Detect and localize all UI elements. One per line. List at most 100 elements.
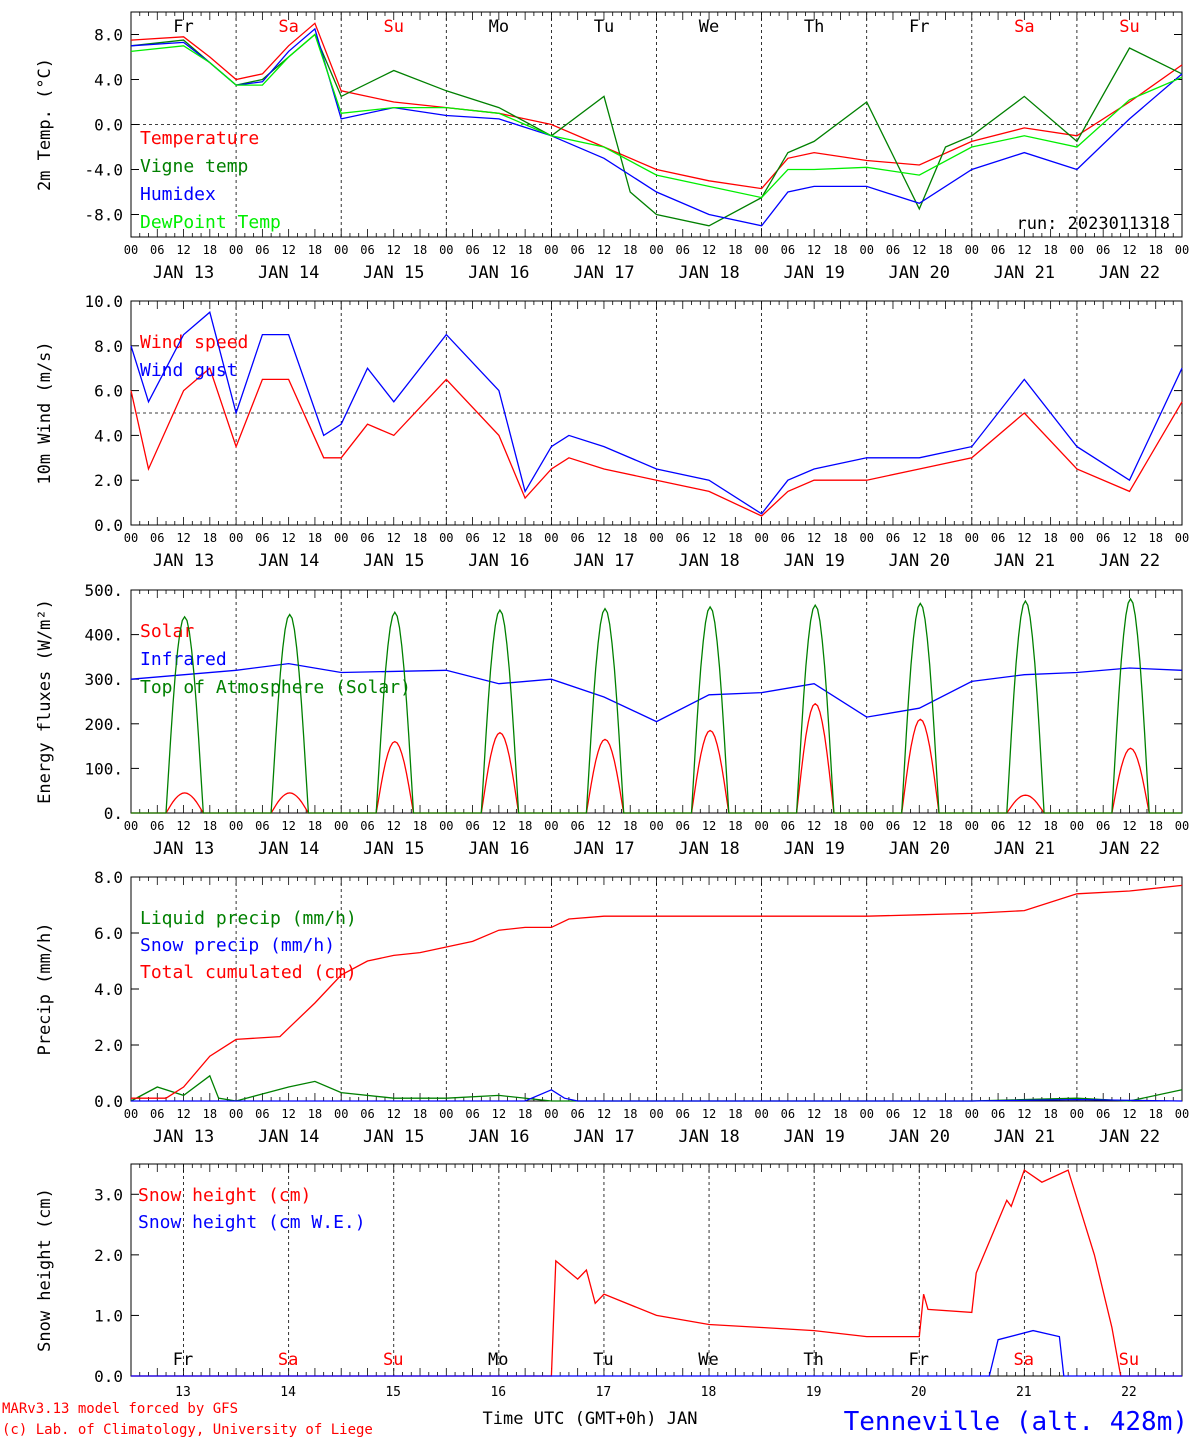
weekday-label: We bbox=[698, 1350, 718, 1370]
hour-tick-label: 00 bbox=[1070, 819, 1084, 833]
hour-tick-label: 12 bbox=[387, 1107, 401, 1121]
weekday-label: Th bbox=[803, 1350, 823, 1370]
hour-tick-label: 18 bbox=[833, 531, 847, 545]
series-line-snow-precip-mm-h bbox=[131, 1089, 1183, 1102]
hour-tick-label: 12 bbox=[281, 531, 295, 545]
weekday-label: Th bbox=[804, 17, 824, 37]
panels: 8.0 4.0 0.0 -4.0 -8.0 2m Temp. (°C) 00 06 12 18 00… bbox=[35, 11, 1189, 1400]
station-title: Tenneville (alt. 428m) bbox=[844, 1407, 1188, 1437]
hour-tick-label: 06 bbox=[1096, 819, 1110, 833]
hour-tick-label: 06 bbox=[781, 531, 795, 545]
hour-tick-label: 18 bbox=[413, 819, 427, 833]
hour-tick-label: 00 bbox=[754, 1107, 768, 1121]
hour-tick-label: 18 bbox=[1148, 1107, 1162, 1121]
hour-tick-label: 12 bbox=[281, 1107, 295, 1121]
hour-tick-label: 00 bbox=[1070, 243, 1084, 257]
legend-entry: Liquid precip (mm/h) bbox=[140, 908, 357, 929]
hour-tick-label: 12 bbox=[807, 819, 821, 833]
hour-tick-label: 18 bbox=[938, 531, 952, 545]
legend-entry: Vigne temp bbox=[140, 156, 248, 177]
weekday-label: Mo bbox=[488, 1350, 508, 1370]
hour-tick-label: 18 bbox=[833, 819, 847, 833]
hour-tick-label: 06 bbox=[991, 819, 1005, 833]
date-label: JAN 21 bbox=[994, 1127, 1055, 1147]
weekday-label: Tu bbox=[594, 17, 614, 37]
legend-entry: Temperature bbox=[140, 128, 259, 149]
y-tick-label: 8.0 bbox=[94, 868, 123, 887]
date-label: JAN 15 bbox=[363, 551, 424, 571]
y-axis-label: 2m Temp. (°C) bbox=[35, 58, 55, 191]
hour-tick-label: 00 bbox=[859, 819, 873, 833]
y-tick-label: 1.0 bbox=[94, 1306, 123, 1325]
hour-tick-label: 00 bbox=[1175, 243, 1189, 257]
y-tick-label: -8.0 bbox=[84, 206, 123, 225]
hour-tick-label: 00 bbox=[334, 1107, 348, 1121]
model-credit: MARv3.13 model forced by GFS bbox=[2, 1401, 238, 1417]
hour-tick-label: 18 bbox=[623, 819, 637, 833]
weekday-label: Sa bbox=[1014, 1350, 1034, 1370]
hour-tick-label: 00 bbox=[439, 531, 453, 545]
hour-tick-label: 18 bbox=[518, 819, 532, 833]
hour-tick-label: 06 bbox=[1096, 1107, 1110, 1121]
y-tick-label: 2.0 bbox=[94, 471, 123, 490]
hour-tick-label: 00 bbox=[1175, 1107, 1189, 1121]
date-label: JAN 17 bbox=[573, 839, 634, 859]
hour-tick-label: 12 bbox=[1017, 1107, 1031, 1121]
temperature-panel: 8.0 4.0 0.0 -4.0 -8.0 2m Temp. (°C) 00 06 12 18 00… bbox=[35, 11, 1189, 283]
weekday-label: Su bbox=[384, 17, 404, 37]
date-label: JAN 19 bbox=[783, 551, 844, 571]
hour-tick-label: 12 bbox=[807, 1107, 821, 1121]
series-line-wind-gust bbox=[130, 311, 1183, 515]
weekday-label: Fr bbox=[173, 17, 193, 37]
hour-tick-label: 00 bbox=[859, 243, 873, 257]
hour-tick-label: 06 bbox=[676, 1107, 690, 1121]
date-label: JAN 15 bbox=[363, 263, 424, 283]
date-label: JAN 17 bbox=[573, 263, 634, 283]
y-tick-label: 6.0 bbox=[94, 382, 123, 401]
date-label: JAN 21 bbox=[994, 263, 1055, 283]
day-number-label: 16 bbox=[490, 1385, 506, 1400]
legend-entry: Snow precip (mm/h) bbox=[140, 935, 335, 956]
hour-tick-label: 06 bbox=[886, 819, 900, 833]
hour-tick-label: 18 bbox=[833, 1107, 847, 1121]
hour-tick-label: 12 bbox=[387, 531, 401, 545]
hour-tick-label: 00 bbox=[859, 1107, 873, 1121]
hour-tick-label: 18 bbox=[203, 1107, 217, 1121]
hour-tick-label: 00 bbox=[544, 243, 558, 257]
run-annotation: run: 2023011318 bbox=[1016, 214, 1170, 234]
weekday-label: Mo bbox=[489, 17, 509, 37]
hour-tick-label: 12 bbox=[807, 243, 821, 257]
hour-tick-label: 12 bbox=[1122, 531, 1136, 545]
hour-tick-label: 06 bbox=[465, 531, 479, 545]
hour-tick-label: 06 bbox=[150, 531, 164, 545]
date-label: JAN 14 bbox=[258, 263, 319, 283]
date-label: JAN 13 bbox=[153, 263, 214, 283]
date-label: JAN 13 bbox=[153, 551, 214, 571]
hour-tick-label: 06 bbox=[360, 1107, 374, 1121]
y-axis-label: Snow height (cm) bbox=[35, 1188, 55, 1352]
hour-tick-label: 12 bbox=[597, 243, 611, 257]
hour-tick-label: 06 bbox=[465, 819, 479, 833]
hour-tick-label: 06 bbox=[781, 819, 795, 833]
hour-tick-label: 12 bbox=[597, 531, 611, 545]
hour-tick-label: 18 bbox=[1043, 531, 1057, 545]
date-label: JAN 16 bbox=[468, 839, 529, 859]
series-line-dewpoint-temp bbox=[130, 33, 1183, 199]
hour-tick-label: 18 bbox=[203, 243, 217, 257]
weekday-label: Fr bbox=[908, 1350, 928, 1370]
hour-tick-label: 12 bbox=[492, 243, 506, 257]
date-label: JAN 16 bbox=[468, 1127, 529, 1147]
weekday-label: Su bbox=[383, 1350, 403, 1370]
hour-tick-label: 12 bbox=[597, 819, 611, 833]
hour-tick-label: 12 bbox=[176, 243, 190, 257]
hour-tick-label: 00 bbox=[754, 243, 768, 257]
hour-tick-label: 00 bbox=[229, 531, 243, 545]
day-number-label: 18 bbox=[701, 1385, 717, 1400]
y-tick-label: 4.0 bbox=[94, 426, 123, 445]
hour-tick-label: 06 bbox=[676, 243, 690, 257]
hour-tick-label: 06 bbox=[886, 243, 900, 257]
hour-tick-label: 18 bbox=[728, 243, 742, 257]
hour-tick-label: 00 bbox=[544, 819, 558, 833]
hour-tick-label: 00 bbox=[124, 243, 138, 257]
y-tick-label: 100. bbox=[84, 759, 123, 778]
